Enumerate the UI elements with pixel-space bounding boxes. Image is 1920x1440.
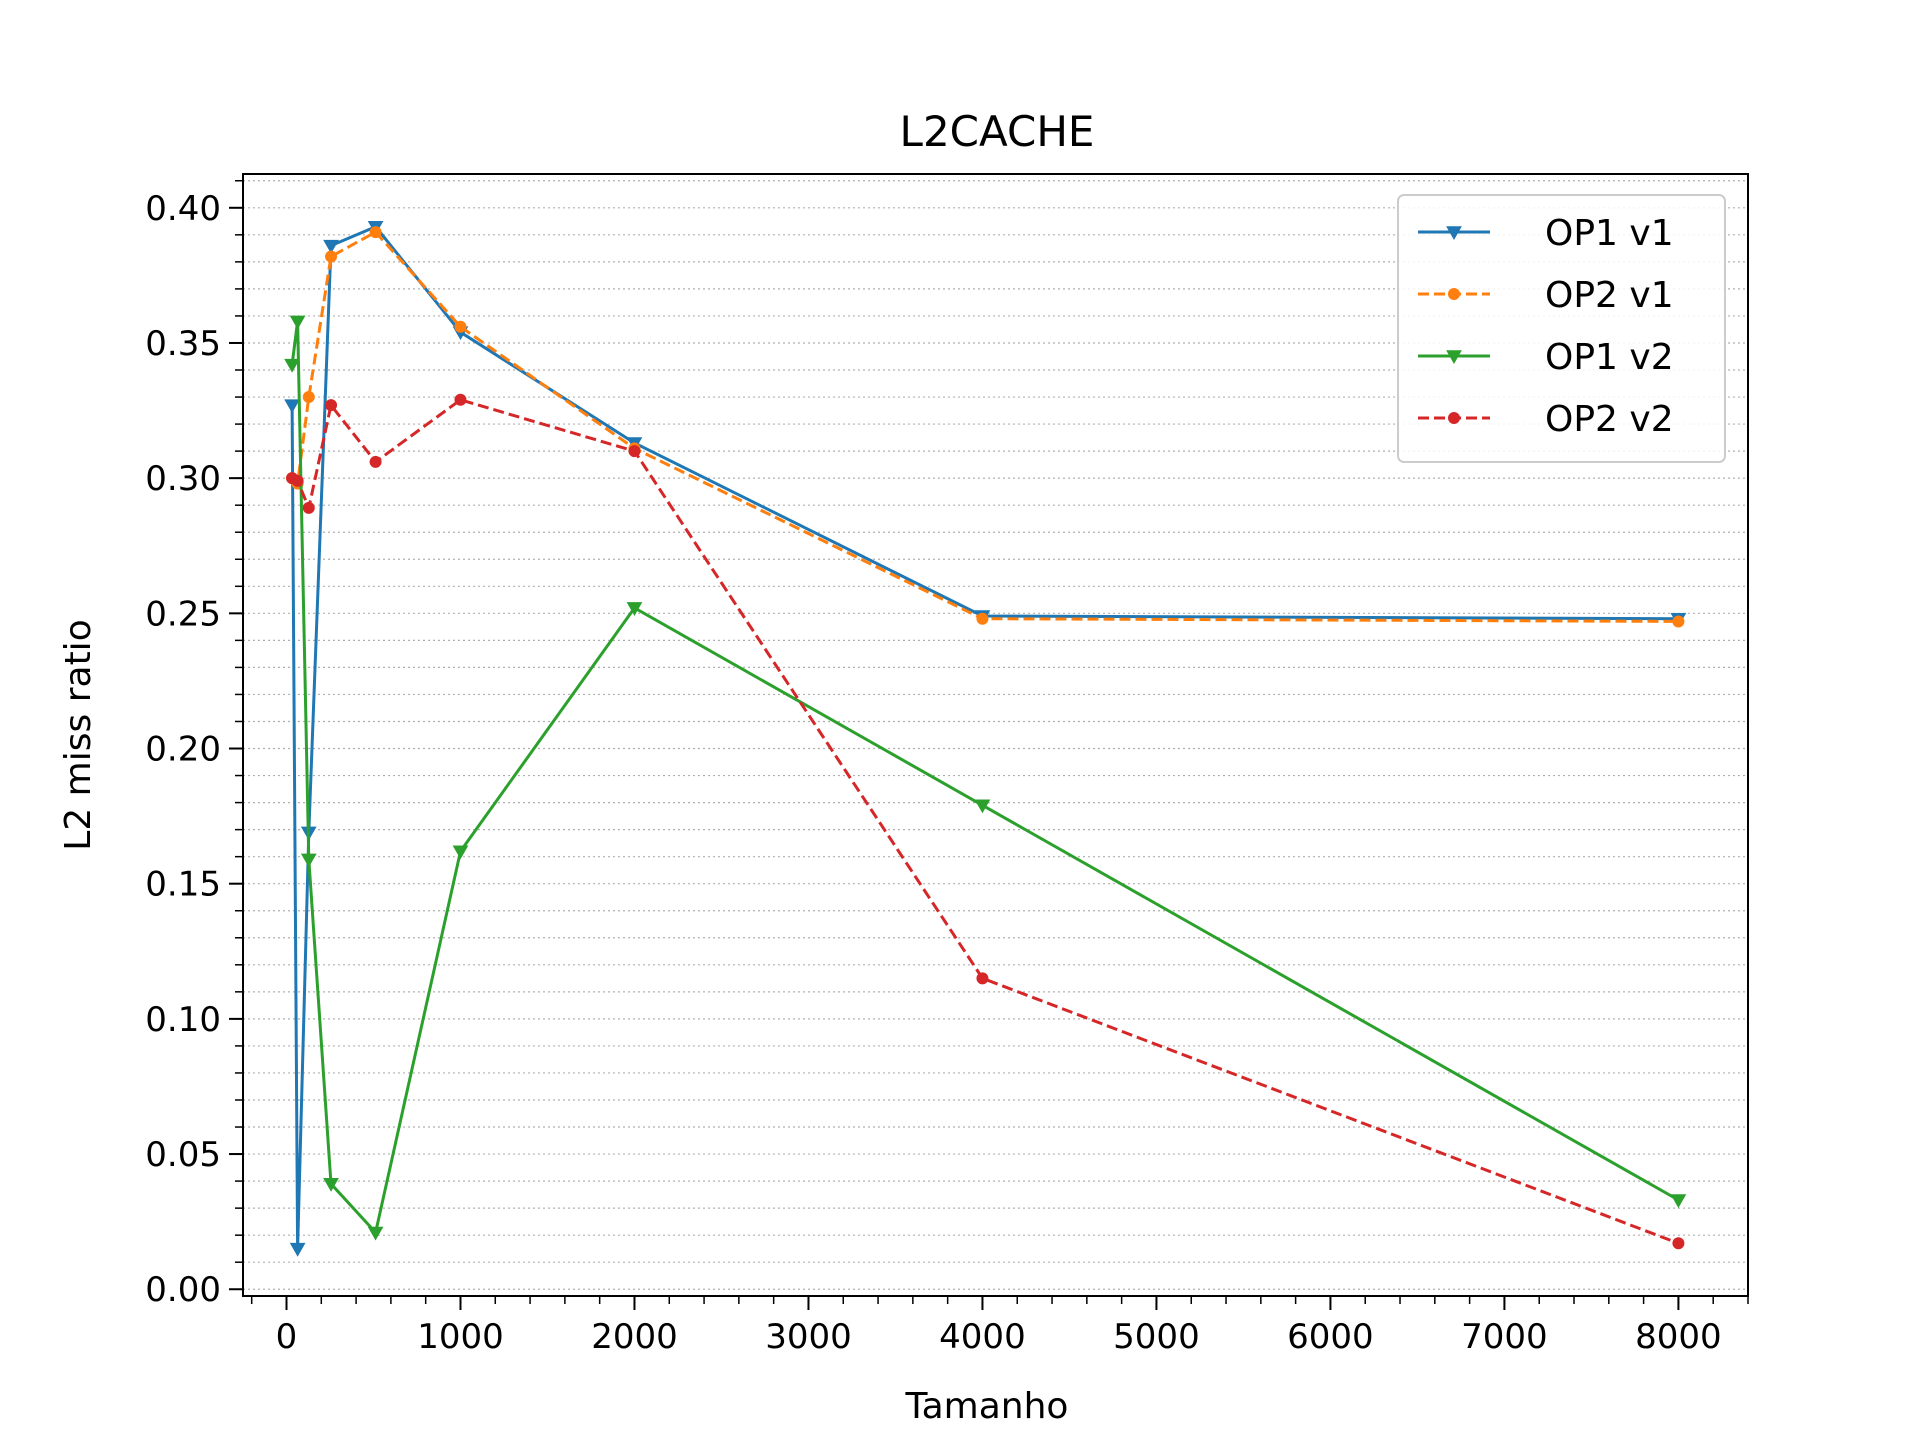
y-tick-label: 0.20 bbox=[145, 730, 221, 770]
data-point bbox=[325, 399, 338, 412]
plot-frame bbox=[242, 173, 1749, 1297]
y-tick-label: 0.10 bbox=[145, 1000, 221, 1040]
legend-marker bbox=[1446, 226, 1462, 241]
x-tick-label: 5000 bbox=[1113, 1317, 1200, 1357]
data-point bbox=[976, 612, 989, 625]
y-tick-label: 0.15 bbox=[145, 865, 221, 905]
data-point bbox=[289, 315, 306, 330]
axes: 0.00 0.05 0.10 0.15 0.20 0.25 0.30 0.35 0.40 0 100… bbox=[145, 180, 1749, 1357]
y-tick-label: 0.05 bbox=[145, 1135, 221, 1175]
x-axis-label: Tamanho bbox=[905, 1386, 1069, 1427]
chart-title: L2CACHE bbox=[900, 107, 1095, 156]
data-point bbox=[1672, 1237, 1685, 1250]
data-point bbox=[626, 602, 643, 616]
data-point bbox=[369, 455, 382, 468]
legend-label: OP2 v2 bbox=[1545, 399, 1674, 440]
data-point bbox=[1670, 1194, 1687, 1209]
x-tick-label: 4000 bbox=[939, 1317, 1026, 1357]
data-point bbox=[325, 250, 338, 263]
data-point bbox=[302, 391, 315, 404]
legend-marker bbox=[1446, 350, 1462, 365]
y-tick-label: 0.00 bbox=[145, 1270, 221, 1310]
x-tick-label: 3000 bbox=[765, 1317, 852, 1357]
data-point bbox=[976, 972, 989, 985]
data-point bbox=[367, 1226, 384, 1241]
data-point bbox=[323, 239, 339, 254]
series-layer bbox=[284, 220, 1687, 1257]
legend-box bbox=[1397, 194, 1726, 463]
y-tick-label: 0.35 bbox=[145, 324, 221, 364]
legend-marker bbox=[1448, 412, 1460, 424]
y-tick-label: 0.25 bbox=[145, 594, 221, 634]
data-point bbox=[291, 474, 304, 487]
series-op2-v2 bbox=[286, 393, 1685, 1250]
data-point bbox=[289, 1242, 306, 1257]
x-tick-label: 0 bbox=[276, 1317, 298, 1357]
y-tick-label: 0.30 bbox=[145, 459, 221, 499]
x-tick-label: 7000 bbox=[1461, 1317, 1548, 1357]
legend-label: OP1 v2 bbox=[1545, 337, 1674, 378]
data-point bbox=[454, 393, 467, 406]
data-point bbox=[974, 799, 991, 814]
y-axis-label: L2 miss ratio bbox=[58, 619, 99, 850]
y-tick-label: 0.40 bbox=[145, 189, 221, 229]
data-point bbox=[323, 1178, 339, 1192]
data-point bbox=[284, 399, 300, 414]
data-point bbox=[284, 358, 300, 373]
x-tick-label: 1000 bbox=[417, 1317, 504, 1357]
x-tick-label: 8000 bbox=[1635, 1317, 1722, 1357]
data-point bbox=[628, 445, 641, 458]
data-point bbox=[1672, 615, 1685, 628]
data-point bbox=[369, 226, 382, 239]
data-point bbox=[452, 845, 469, 860]
x-tick-label: 2000 bbox=[591, 1317, 678, 1357]
x-tick-label: 6000 bbox=[1287, 1317, 1374, 1357]
data-point bbox=[454, 320, 467, 333]
series-op1-v2 bbox=[284, 315, 1687, 1241]
legend-marker bbox=[1448, 288, 1460, 300]
grid bbox=[243, 180, 1748, 1290]
legend-label: OP2 v1 bbox=[1545, 275, 1674, 316]
legend: OP1 v1 OP2 v1 OP1 v2 OP2 v2 bbox=[1397, 194, 1726, 463]
data-point bbox=[300, 853, 317, 868]
data-point bbox=[302, 501, 315, 514]
legend-label: OP1 v1 bbox=[1545, 213, 1674, 254]
